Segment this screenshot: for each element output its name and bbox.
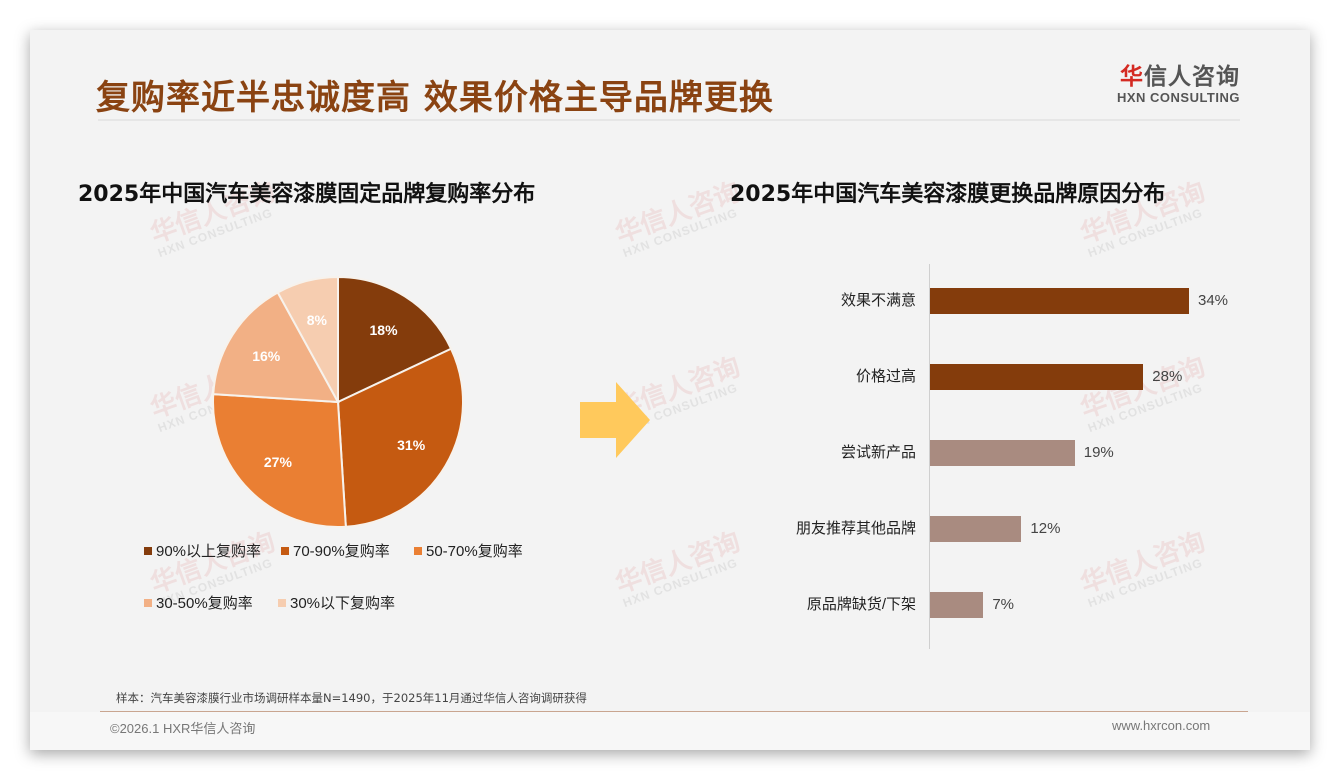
website-link[interactable]: www.hxrcon.com — [1112, 718, 1211, 733]
bar-value-label: 34% — [1198, 292, 1229, 309]
company-logo: 华信人咨询 HXN CONSULTING — [1110, 64, 1240, 106]
pie-slice — [336, 347, 464, 528]
pie-slice-label: 27% — [263, 454, 292, 471]
legend-item: 70-90%复购率 — [281, 540, 390, 561]
legend-label: 90%以上复购率 — [156, 543, 262, 560]
pie-chart-title: 2025年中国汽车美容漆膜固定品牌复购率分布 — [78, 182, 536, 207]
bar-value-label: 28% — [1152, 368, 1183, 385]
legend-label: 70-90%复购率 — [293, 543, 390, 560]
bar-category-label: 效果不满意 — [840, 292, 916, 309]
legend-item: 30%以下复购率 — [278, 592, 395, 613]
pie-chart: 18% 31% 27% 16% 8% — [210, 274, 466, 530]
pie-slice-label: 31% — [397, 437, 426, 454]
source-note: 样本：汽车美容漆膜行业市场调研样本量N=1490，于2025年11月通过华信人咨… — [116, 691, 587, 705]
bar-category-label: 尝试新产品 — [840, 444, 916, 461]
pie-slice — [212, 393, 347, 528]
category-axis — [929, 264, 930, 649]
bar-row: 朋友推荐其他品牌 12% — [760, 515, 1280, 543]
page-title: 复购率近半忠诚度高 效果价格主导品牌更换 — [96, 78, 774, 118]
legend-swatch — [144, 598, 152, 607]
pie-slice — [212, 291, 340, 404]
pie-slice — [276, 275, 339, 403]
bar — [930, 440, 1075, 466]
legend-swatch — [144, 546, 152, 555]
right-arrow-icon — [580, 382, 650, 463]
legend-swatch — [414, 546, 422, 555]
logo-chinese: 华信人咨询 — [1110, 64, 1240, 90]
bar-value-label: 7% — [992, 596, 1014, 613]
bar-category-label: 原品牌缺货/下架 — [806, 596, 916, 613]
legend-swatch — [278, 598, 286, 607]
legend-swatch — [281, 546, 289, 555]
footer-divider — [100, 711, 1248, 712]
pie-slice-label: 8% — [306, 311, 327, 328]
bar-row: 价格过高 28% — [760, 363, 1280, 391]
logo-english: HXN CONSULTING — [1116, 90, 1240, 105]
title-divider — [98, 119, 1240, 121]
bar-category-label: 价格过高 — [855, 368, 916, 385]
logo-chars: 信人咨询 — [1144, 64, 1240, 90]
bar-category-label: 朋友推荐其他品牌 — [795, 520, 916, 537]
legend-item: 30-50%复购率 — [144, 592, 253, 613]
bar-value-label: 12% — [1030, 520, 1061, 537]
bar-chart: 效果不满意 34% 价格过高 28% 尝试新产品 19% 朋友推荐其他品牌 12% 原品牌缺货/… — [760, 264, 1280, 649]
pie-slice — [337, 275, 453, 404]
footer-band — [30, 712, 1310, 750]
bar — [930, 516, 1022, 542]
bar — [930, 592, 984, 618]
logo-char-red: 华 — [1120, 64, 1144, 90]
bar-chart-title: 2025年中国汽车美容漆膜更换品牌原因分布 — [730, 182, 1166, 207]
bar — [930, 364, 1144, 390]
bar-row: 效果不满意 34% — [760, 287, 1280, 315]
bar-row: 原品牌缺货/下架 7% — [760, 591, 1280, 619]
pie-svg — [212, 275, 464, 528]
bar-value-label: 19% — [1083, 444, 1114, 461]
bar-row: 尝试新产品 19% — [760, 439, 1280, 467]
legend-label: 50-70%复购率 — [426, 543, 523, 560]
legend-item: 90%以上复购率 — [144, 540, 261, 561]
legend-item: 50-70%复购率 — [414, 540, 523, 561]
bar — [930, 288, 1189, 314]
pie-slice-label: 16% — [252, 348, 281, 365]
slide: 复购率近半忠诚度高 效果价格主导品牌更换 华信人咨询 HXN CONSULTIN… — [30, 30, 1310, 750]
pie-slice-label: 18% — [369, 322, 398, 339]
copyright: ©2026.1 HXR华信人咨询 — [110, 721, 256, 736]
legend-label: 30%以下复购率 — [290, 595, 396, 612]
legend-label: 30-50%复购率 — [156, 595, 253, 612]
